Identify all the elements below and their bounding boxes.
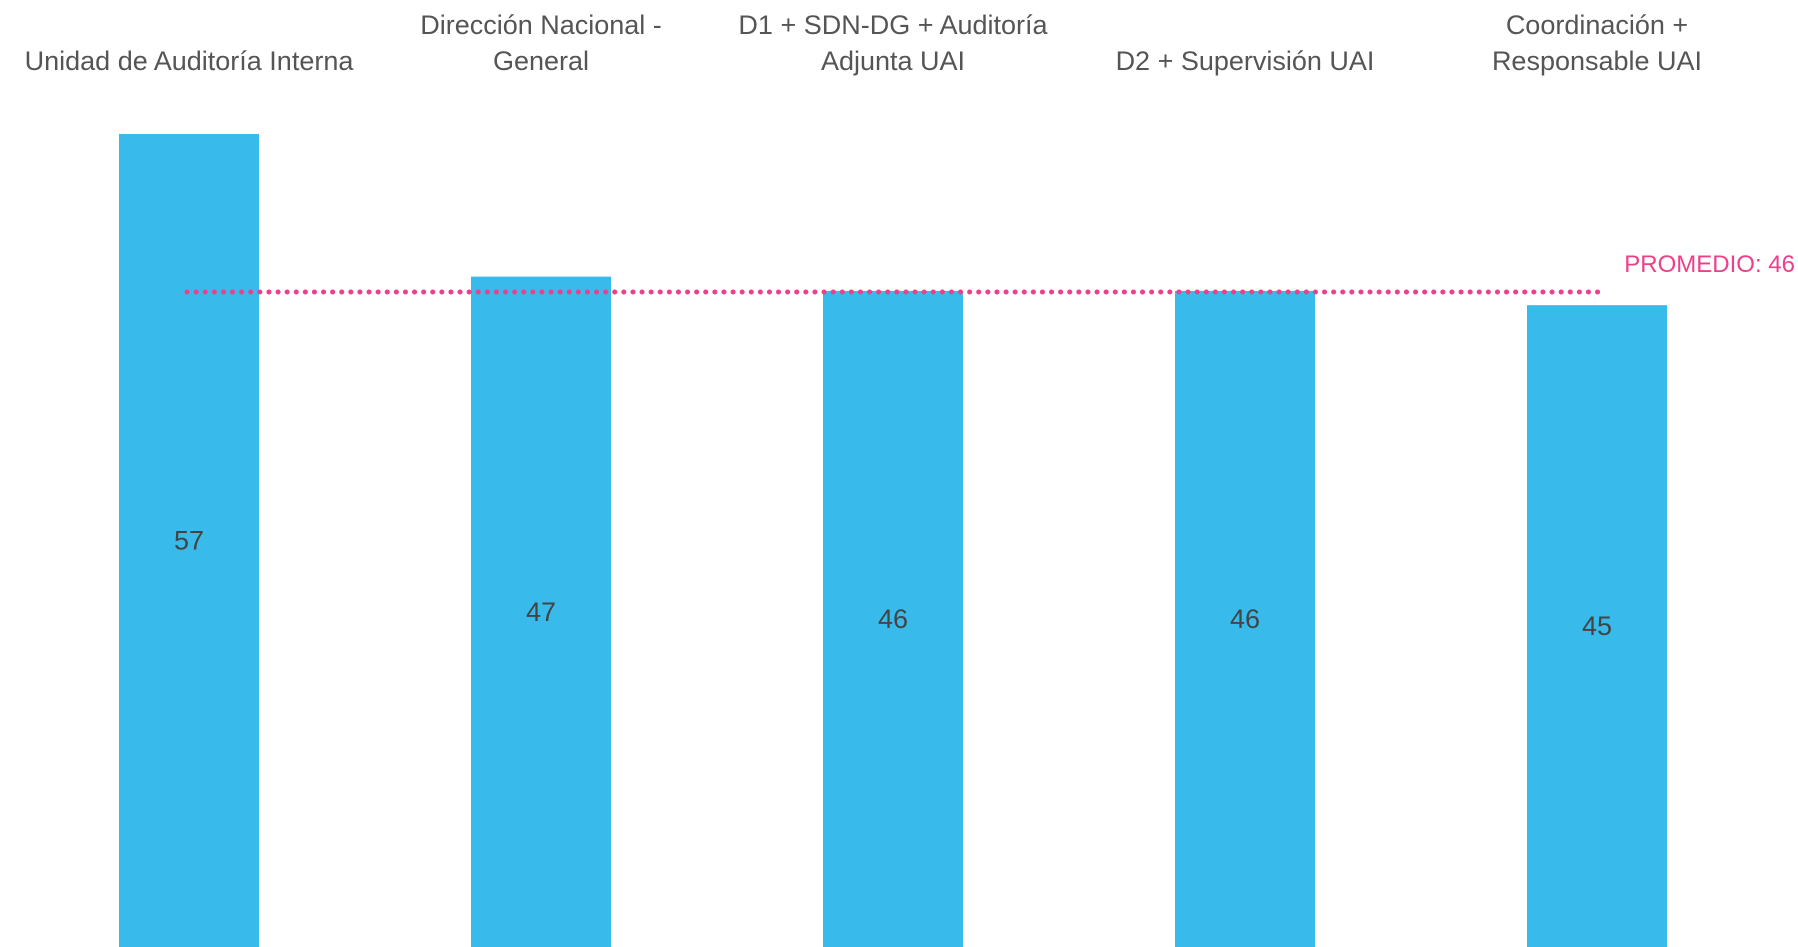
bar-value-label: 46 bbox=[878, 604, 908, 634]
category-label: D1 + SDN-DG + Auditoría Adjunta UAI bbox=[738, 10, 1048, 76]
bar-value-label: 46 bbox=[1230, 604, 1260, 634]
bar bbox=[471, 276, 611, 947]
bars bbox=[119, 134, 1667, 947]
bar bbox=[119, 134, 259, 947]
bar bbox=[1175, 290, 1315, 947]
average-label: PROMEDIO: 46 bbox=[1624, 251, 1795, 278]
category-label: Unidad de Auditoría Interna bbox=[25, 46, 355, 76]
bar bbox=[823, 290, 963, 947]
bar-value-label: 57 bbox=[174, 526, 204, 556]
category-label: Coordinación + Responsable UAI bbox=[1492, 10, 1702, 76]
value-labels: 57 47 46 46 45 bbox=[174, 526, 1612, 642]
bar-value-label: 45 bbox=[1582, 611, 1612, 641]
category-label: Dirección Nacional -General bbox=[420, 10, 662, 76]
category-labels: Unidad de Auditoría Interna Dirección Nac… bbox=[25, 10, 1702, 76]
bar bbox=[1527, 305, 1667, 947]
bar-value-label: 47 bbox=[526, 597, 556, 627]
category-label: D2 + Supervisión UAI bbox=[1116, 46, 1375, 76]
